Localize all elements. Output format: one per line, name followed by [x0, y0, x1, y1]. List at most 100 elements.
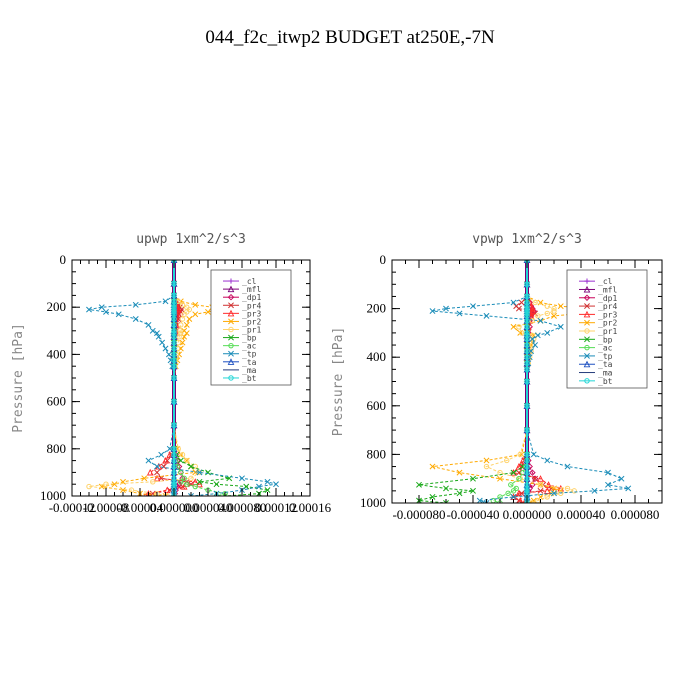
- data-point-pr1: [192, 463, 198, 470]
- legend-marker: [228, 326, 234, 333]
- data-point-bt: [171, 351, 177, 358]
- data-point-pr1: [571, 488, 577, 494]
- data-point-dp1: [175, 480, 183, 488]
- x-tick-label: 0.000000: [150, 500, 199, 515]
- data-point-bt: [171, 375, 177, 381]
- data-point-pr2: [557, 303, 564, 310]
- data-point-ac: [181, 475, 187, 481]
- data-point-pr2: [205, 308, 211, 315]
- data-point-pr4: [515, 305, 522, 312]
- data-point-tp: [239, 475, 245, 482]
- legend-marker: [584, 344, 590, 351]
- data-point-bt: [524, 463, 530, 470]
- data-point-pr3: [537, 475, 544, 482]
- data-point-pr1: [518, 330, 525, 336]
- legend-label: _bp: [598, 335, 613, 344]
- data-point-bp: [243, 483, 250, 490]
- data-point-pr3: [166, 451, 174, 458]
- y-tick-label: 400: [47, 346, 67, 361]
- data-point-bt: [524, 310, 530, 317]
- data-point-pr4: [518, 299, 525, 306]
- figure-title: 044_f2c_itwp2 BUDGET at250E,-7N: [205, 27, 495, 48]
- panel-title: upwp 1xm^2/s^3: [136, 232, 246, 247]
- legend-marker: [584, 336, 590, 343]
- data-point-pr3: [515, 489, 523, 497]
- data-point-bt: [524, 342, 530, 348]
- data-point-pr1: [544, 310, 550, 317]
- data-point-pr1: [504, 457, 510, 464]
- data-point-ac: [510, 488, 517, 494]
- x-tick-label: 0.00016: [289, 500, 332, 515]
- data-point-bt: [524, 488, 530, 494]
- legend-label: _bt: [242, 374, 257, 383]
- data-point-bp: [470, 487, 476, 494]
- data-point-tp: [155, 333, 162, 340]
- data-point-bt: [171, 363, 177, 369]
- data-point-tp: [158, 451, 165, 458]
- data-point-tp: [98, 304, 105, 311]
- data-point-pr3: [145, 490, 152, 496]
- data-point-bt: [171, 398, 177, 405]
- legend-marker: [584, 319, 590, 326]
- legend-label: _pr4: [598, 302, 617, 311]
- legend-marker: [228, 342, 234, 349]
- data-point-bt: [524, 366, 530, 373]
- y-tick-label: 400: [367, 349, 387, 364]
- data-point-bt: [524, 476, 530, 482]
- data-point-bp: [177, 457, 184, 464]
- legend-marker: [583, 294, 591, 302]
- data-point-pr2: [456, 469, 463, 476]
- data-point-tp: [510, 299, 517, 306]
- x-tick-label: 0.000040: [557, 507, 606, 522]
- data-point-pr1: [551, 308, 557, 314]
- data-point-pr4: [537, 487, 544, 494]
- x-tick-label: 0.00012: [255, 500, 297, 515]
- legend-label: _pr4: [242, 301, 261, 310]
- legend-marker: [583, 360, 591, 368]
- data-point-bt: [524, 451, 530, 458]
- data-point-bt: [171, 280, 177, 287]
- data-point-pr1: [516, 324, 522, 330]
- y-tick-label: 1000: [360, 495, 386, 510]
- legend-label: _pr1: [598, 327, 617, 336]
- data-point-bt: [171, 452, 177, 458]
- data-point-bt: [171, 357, 177, 363]
- data-point-pr4: [532, 475, 539, 482]
- legend-label: _mfl: [242, 285, 261, 294]
- data-point-ac: [184, 481, 190, 487]
- data-point-bp: [443, 485, 449, 492]
- data-point-pr1: [176, 334, 182, 340]
- data-point-pr2: [551, 312, 557, 319]
- data-point-tp: [483, 500, 490, 503]
- data-point-dp1: [529, 469, 536, 476]
- data-point-pr3: [545, 481, 552, 488]
- data-point-ac: [178, 479, 184, 485]
- legend-marker: [228, 302, 234, 309]
- data-point-bp: [443, 500, 449, 503]
- data-point-tp: [115, 311, 122, 318]
- data-point-pr2: [179, 339, 186, 346]
- legend-label: _ma: [242, 366, 257, 375]
- data-point-bt: [171, 292, 177, 299]
- data-point-tp: [625, 485, 632, 492]
- legend-marker: [228, 318, 234, 325]
- data-point-pr3: [162, 456, 169, 464]
- data-point-tp: [132, 301, 139, 308]
- data-point-pr3: [163, 486, 171, 494]
- data-point-pr2: [183, 321, 190, 328]
- data-point-pr3: [153, 474, 161, 482]
- data-point-bp: [429, 493, 436, 500]
- data-point-bp: [416, 481, 422, 488]
- legend-marker: [228, 278, 234, 284]
- data-point-tp: [188, 493, 194, 496]
- legend-label: _cl: [242, 277, 257, 286]
- upwp-chart: upwp 1xm^2/s^3 Pressure [hPa] 0 200 400 600 80…: [11, 232, 332, 515]
- data-point-tp: [470, 303, 476, 310]
- data-point-pr1: [517, 451, 523, 458]
- data-point-pr4: [518, 490, 525, 497]
- data-point-pr2: [183, 330, 190, 337]
- y-tick-label: 800: [47, 441, 67, 456]
- data-point-bt: [171, 345, 177, 352]
- data-point-tp: [264, 478, 271, 485]
- data-point-bp: [205, 469, 211, 476]
